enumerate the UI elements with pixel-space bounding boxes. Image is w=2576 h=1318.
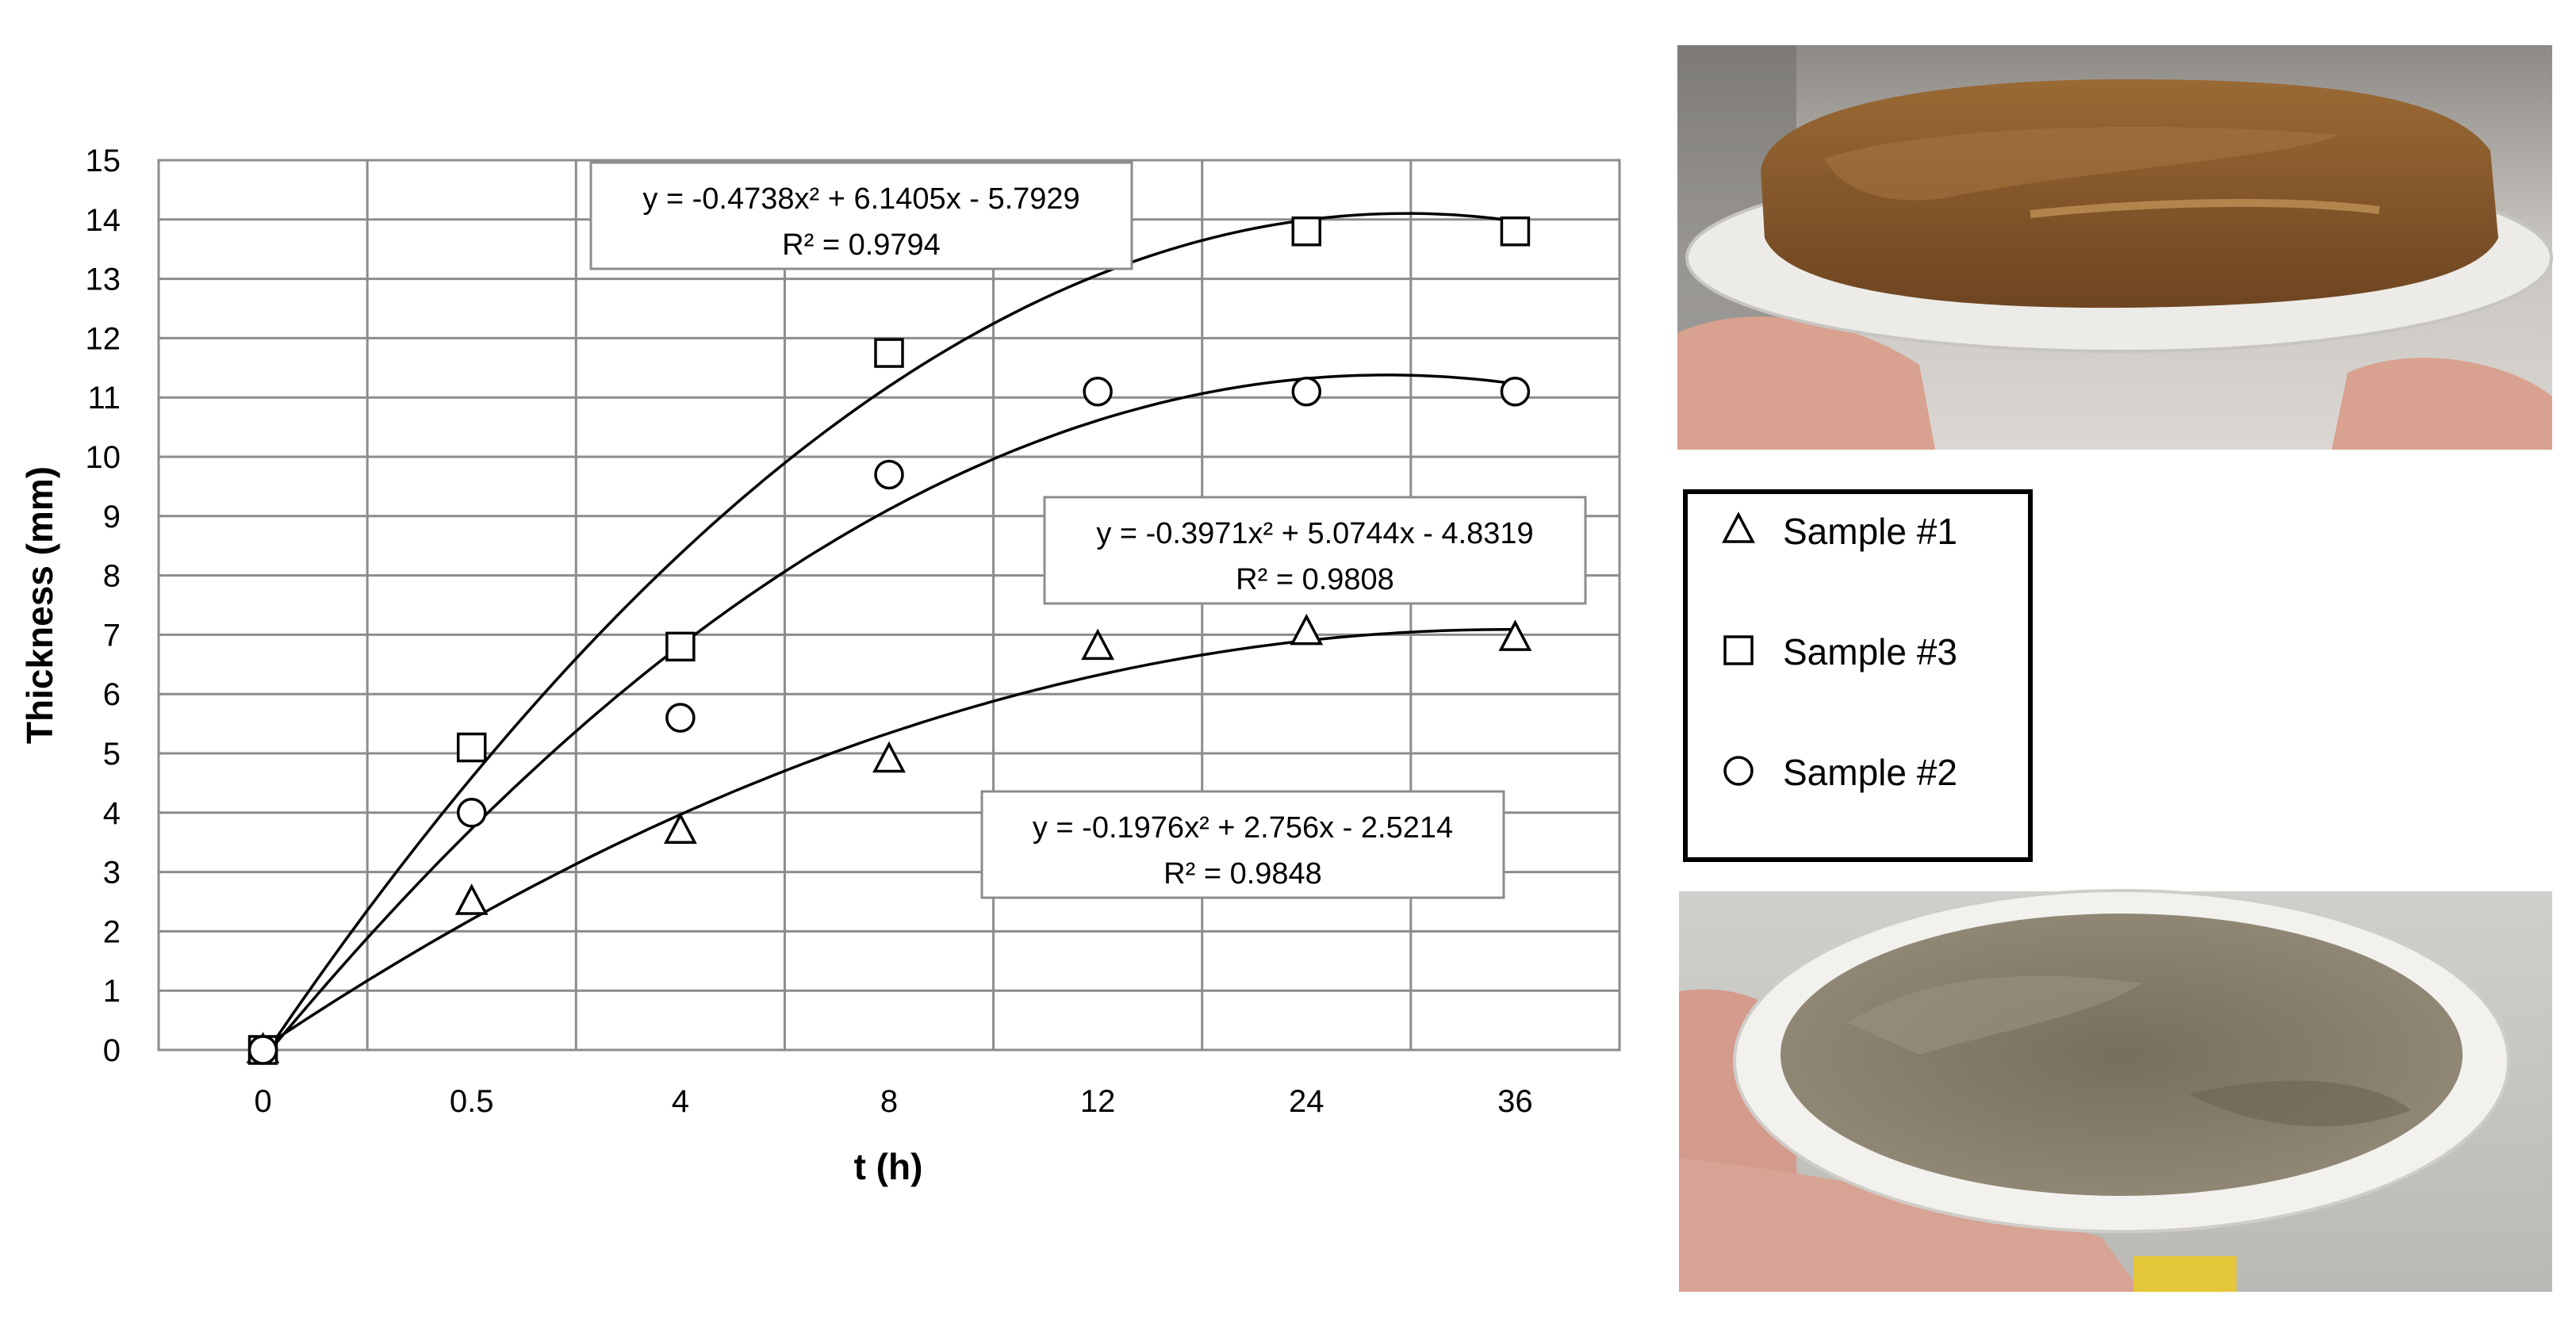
y-tick-label: 6 [103,677,121,712]
triangle-marker [454,883,489,915]
y-tick-label: 0 [103,1033,121,1068]
x-tick-label: 8 [880,1084,898,1119]
y-tick-label: 12 [86,321,121,356]
circle-marker [665,703,696,733]
legend-label: Sample #1 [1783,511,1957,552]
y-tick-label: 5 [103,737,121,772]
circle-marker [1291,376,1322,407]
plot-area [157,159,1621,1052]
circle-marker [247,1035,278,1065]
y-tick-label: 9 [103,500,121,534]
x-axis-title: t (h) [854,1146,923,1187]
triangle-marker [1290,613,1324,646]
legend-label: Sample #2 [1783,752,1957,793]
x-tick-label: 36 [1497,1084,1533,1119]
square-marker [1500,216,1531,247]
y-tick-label: 8 [103,559,121,594]
y-tick-label: 15 [86,144,121,178]
triangle-marker [663,812,697,844]
equation-sample-3: y = -0.4738x² + 6.1405x - 5.7929 [642,182,1079,216]
equation-box-sample-2: y = -0.3971x² + 5.0744x - 4.8319 R² = 0.… [1043,496,1587,605]
x-tick-label: 12 [1080,1084,1116,1119]
x-tick-label: 0 [254,1084,271,1119]
legend-circle-icon [1723,756,1754,786]
equation-sample-1: y = -0.1976x² + 2.756x - 2.5214 [1033,811,1453,845]
y-tick-label: 13 [86,262,121,297]
triangle-marker [872,741,906,773]
y-tick-label: 2 [103,914,121,949]
circle-marker [456,798,487,828]
legend-label: Sample #3 [1783,631,1957,672]
r2-sample-2: R² = 0.9808 [1236,563,1394,596]
y-tick-label: 14 [86,203,121,238]
x-tick-label: 4 [672,1084,689,1119]
equation-box-sample-3: y = -0.4738x² + 6.1405x - 5.7929 R² = 0.… [589,161,1133,270]
y-tick-label: 10 [86,440,121,475]
triangle-marker [1498,619,1532,651]
y-tick-label: 3 [103,856,121,891]
y-axis-title: Thickness (mm) [19,466,60,744]
circle-marker [874,459,904,490]
y-tick-label: 11 [87,381,121,416]
triangle-marker [1081,628,1115,661]
y-tick-label: 1 [103,974,121,1009]
equation-sample-2: y = -0.3971x² + 5.0744x - 4.8319 [1096,517,1533,550]
photo-thin-gel-sample [1679,889,2552,1292]
square-marker [1291,216,1322,247]
r2-sample-3: R² = 0.9794 [782,228,941,262]
legend-triangle-icon [1722,511,1755,543]
x-tick-label: 24 [1289,1084,1324,1119]
circle-marker [1500,376,1531,407]
x-tick-labels: 0 0.5 4 8 12 24 36 [254,1084,1532,1119]
square-marker [874,338,904,368]
square-marker [665,631,696,662]
legend: Sample #1 Sample #3 Sample #2 [1683,489,2033,862]
x-tick-label: 0.5 [450,1084,494,1119]
circle-marker [1083,376,1113,407]
data-markers [246,216,1532,1065]
y-tick-label: 4 [103,796,121,831]
r2-sample-1: R² = 0.9848 [1163,857,1322,891]
y-tick-label: 7 [103,618,121,653]
equation-box-sample-1: y = -0.1976x² + 2.756x - 2.5214 R² = 0.9… [980,790,1505,899]
legend-square-icon [1723,635,1754,665]
photo-thick-gel-sample [1677,45,2553,450]
square-marker [456,732,487,763]
